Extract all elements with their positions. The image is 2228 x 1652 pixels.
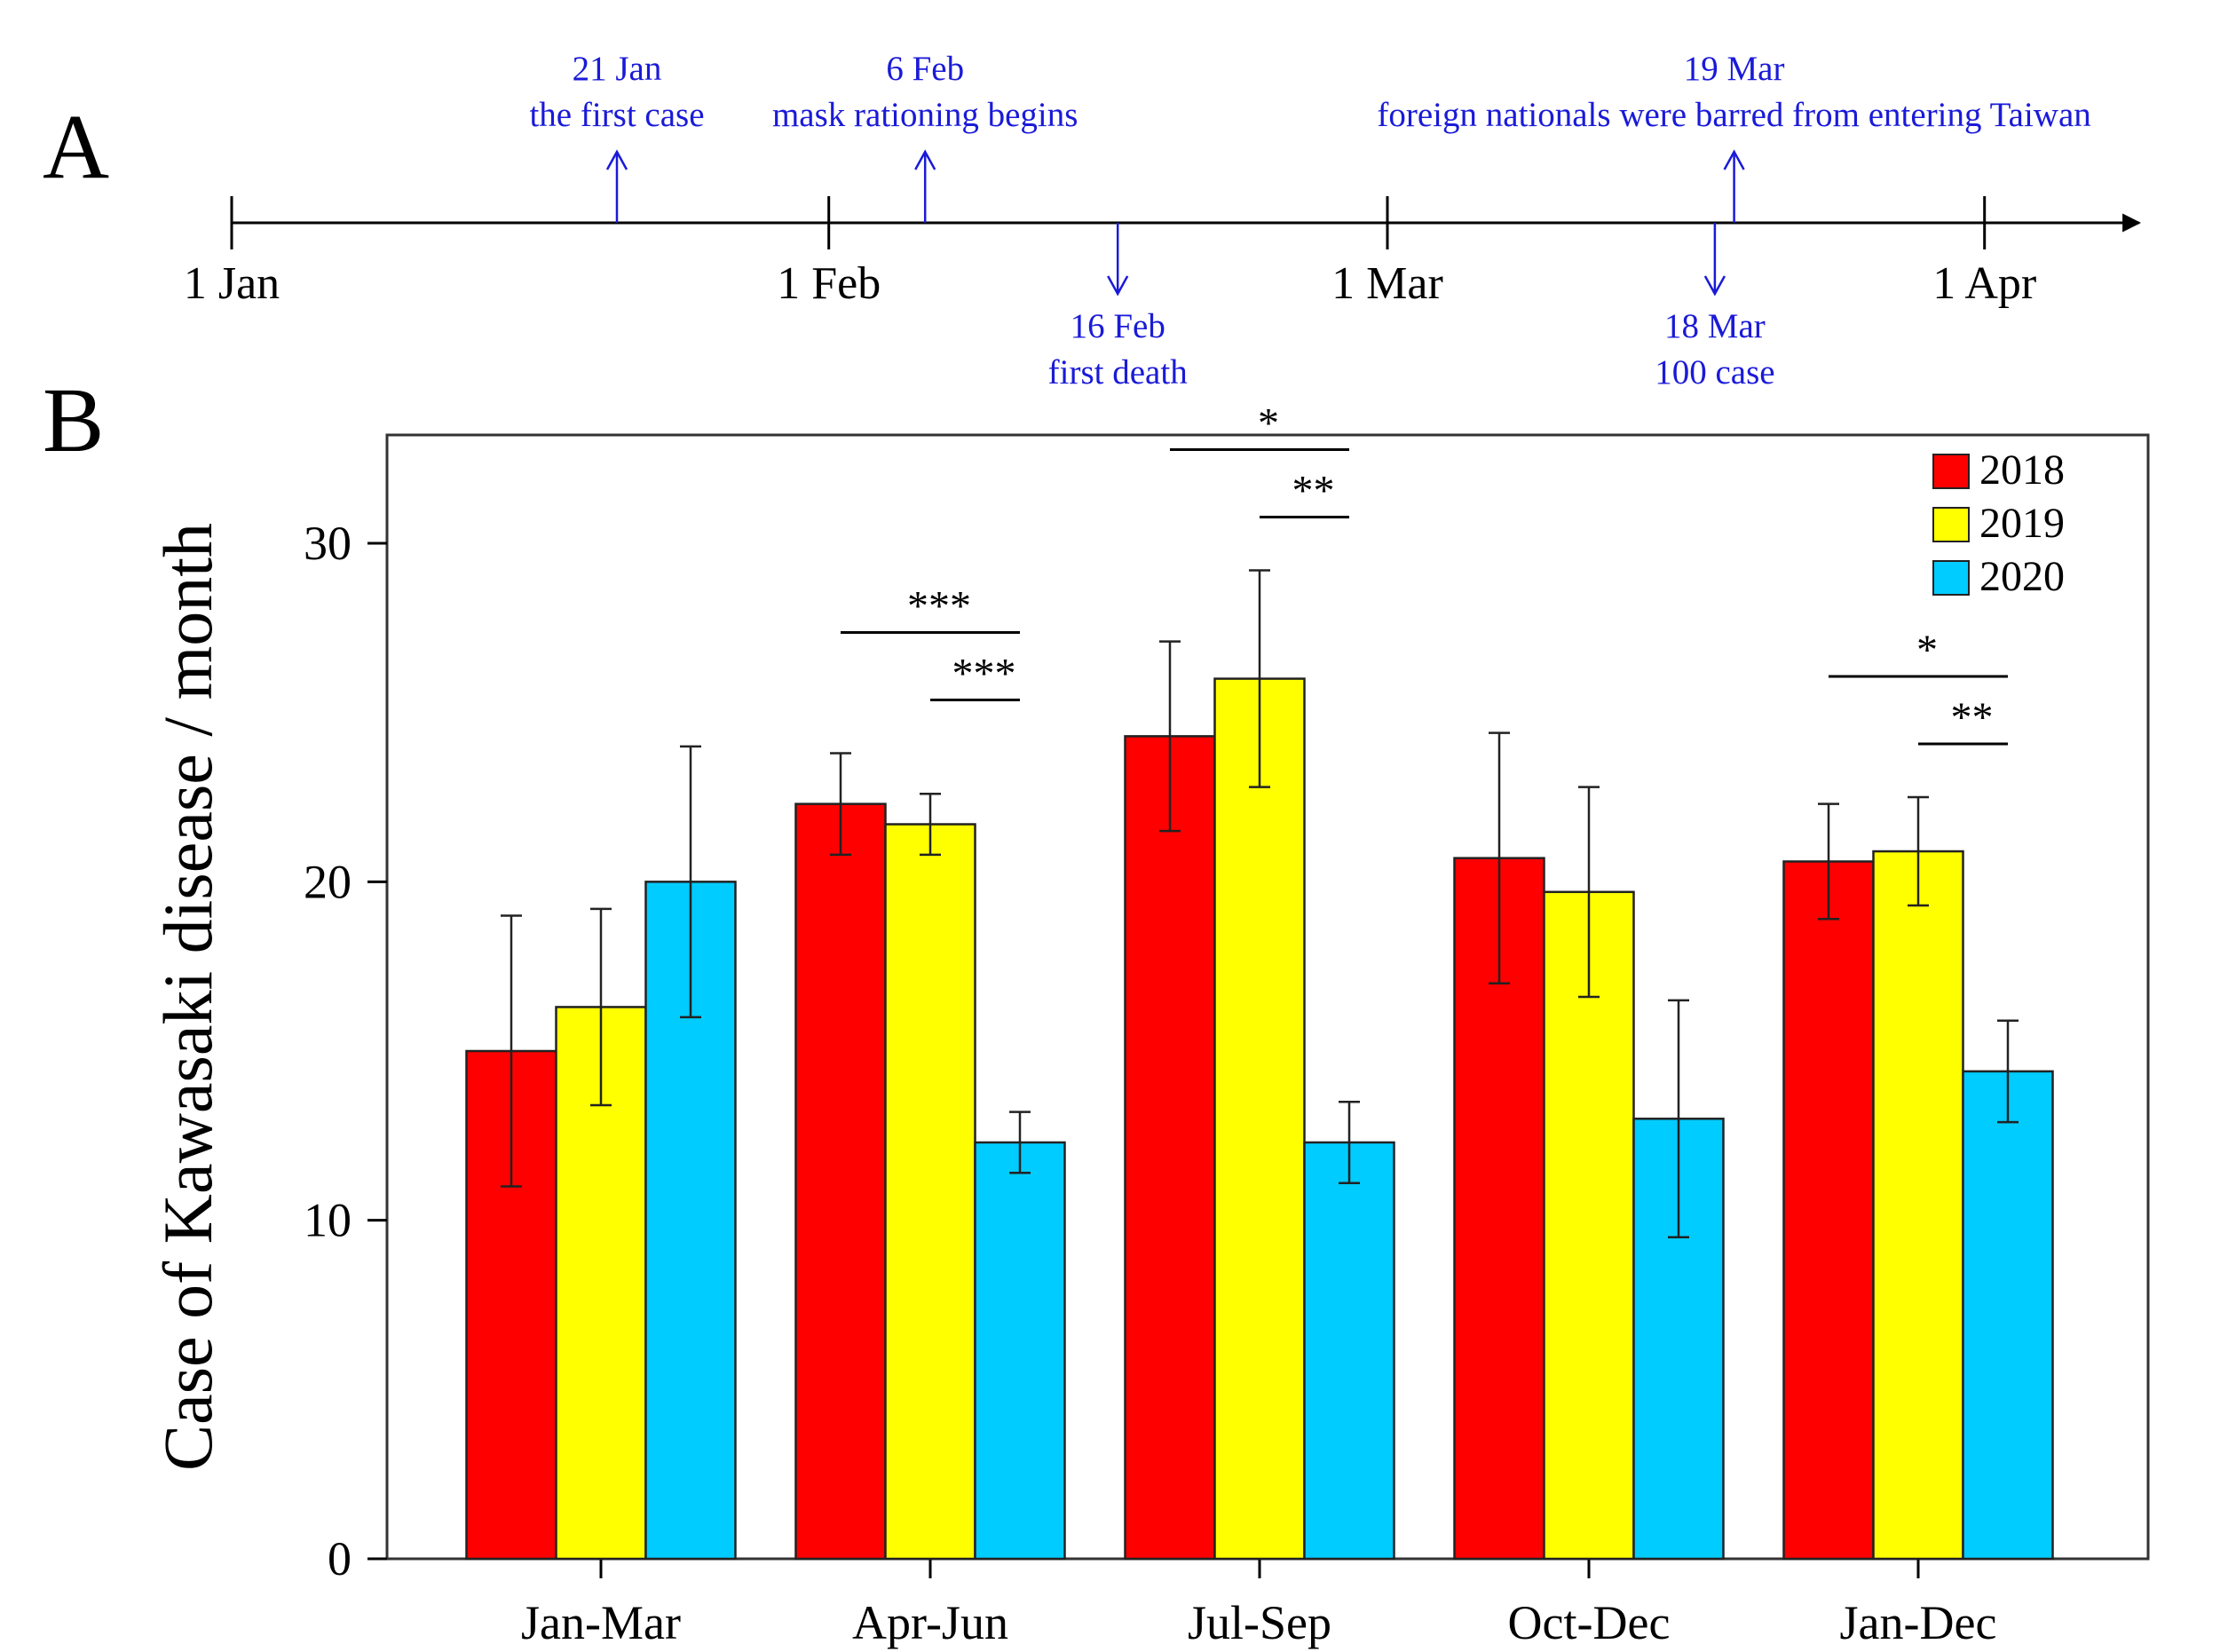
x-tick-label: Oct-Dec	[1508, 1596, 1671, 1649]
timeline: 1 Jan 1 Feb 1 Mar 1 Apr 21 Jan the first case…	[184, 50, 2142, 391]
event-arrowhead	[1107, 275, 1129, 296]
timeline-tick-label: 1 Jan	[184, 258, 280, 309]
event-text: mask rationing begins	[772, 96, 1078, 134]
bar	[1303, 1141, 1395, 1561]
y-tick-label: 20	[304, 855, 352, 908]
significance-label: ***	[907, 582, 971, 629]
significance-label: ***	[952, 650, 1016, 697]
panel-a-label: A	[43, 96, 109, 198]
x-tick-label: Apr-Jun	[852, 1596, 1008, 1649]
bar	[1213, 677, 1306, 1561]
significance-label: *	[1258, 400, 1279, 447]
timeline-tick-label: 1 Mar	[1331, 258, 1443, 309]
panel-b-label: B	[43, 369, 104, 471]
event-text: 100 case	[1655, 353, 1774, 391]
legend-swatch	[1932, 507, 1970, 542]
bar	[974, 1141, 1066, 1561]
y-tick-label: 0	[328, 1532, 352, 1585]
bar	[1782, 860, 1875, 1561]
event-date: 19 Mar	[1684, 50, 1785, 88]
bar	[1872, 850, 1964, 1561]
timeline-tick-label: 1 Feb	[777, 258, 881, 309]
event-text: foreign nationals were barred from enter…	[1377, 96, 2090, 134]
event-date: 21 Jan	[573, 50, 662, 88]
event-arrowhead	[1723, 149, 1745, 170]
bar	[794, 802, 887, 1561]
event-date: 6 Feb	[886, 50, 964, 88]
event-text: the first case	[529, 96, 704, 134]
bar	[884, 823, 976, 1561]
event-text: first death	[1048, 353, 1188, 391]
x-tick-label: Jul-Sep	[1188, 1596, 1331, 1649]
y-axis-label: Case of Kawasaki disease / month	[149, 523, 226, 1471]
bar	[1962, 1070, 2054, 1561]
bar	[1543, 890, 1635, 1561]
event-date: 16 Feb	[1071, 307, 1165, 345]
y-tick-label: 30	[304, 517, 352, 570]
event-arrowhead	[1703, 275, 1726, 296]
legend-swatch	[1932, 454, 1970, 489]
event-arrowhead	[914, 149, 936, 170]
legend-swatch	[1932, 560, 1970, 596]
significance-label: **	[1951, 694, 1994, 741]
significance-label: *	[1916, 627, 1938, 674]
timeline-tick-label: 1 Apr	[1932, 258, 2036, 309]
y-tick-label: 10	[304, 1194, 352, 1247]
bar	[1124, 735, 1216, 1561]
x-tick-label: Jan-Dec	[1840, 1596, 1997, 1649]
event-arrowhead	[605, 149, 628, 170]
event-date: 18 Mar	[1664, 307, 1766, 345]
bar-chart: 0 10 20 30 Case of Kawasaki disease / month J…	[149, 400, 2150, 1649]
legend-label: 2019	[1979, 500, 2065, 547]
legend-label: 2018	[1979, 447, 2065, 494]
legend-label: 2020	[1979, 553, 2065, 600]
significance-label: **	[1292, 468, 1335, 515]
x-tick-label: Jan-Mar	[521, 1596, 681, 1649]
